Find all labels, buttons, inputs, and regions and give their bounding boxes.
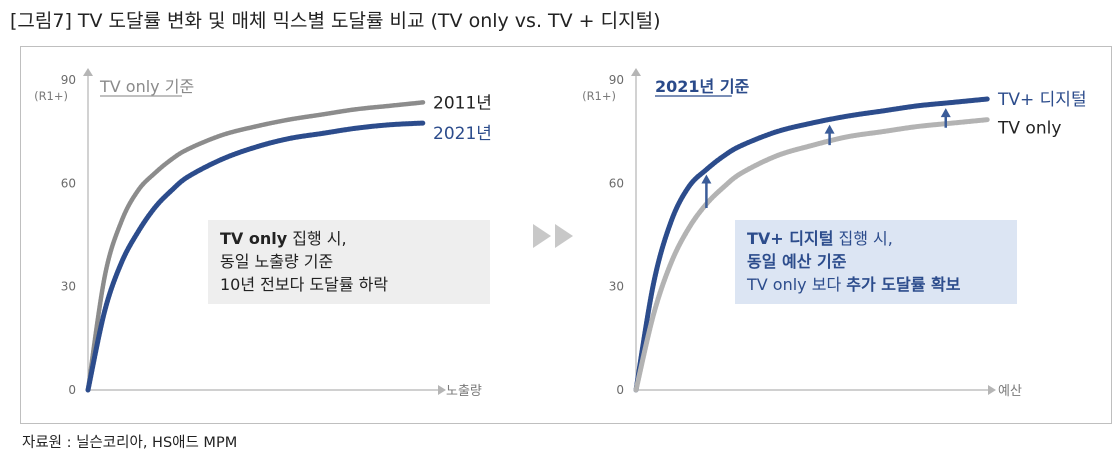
gap-arrow-head-2	[940, 108, 951, 118]
right-callout-line3-bold: 추가 도달률 확보	[846, 275, 961, 294]
left-y-tick-90: 90	[61, 73, 76, 87]
right-x-label: 예산	[998, 384, 1022, 399]
left-series-label-0: 2011년	[433, 93, 492, 113]
left-y-tick-0: 0	[68, 383, 76, 397]
left-x-label: 노출량	[446, 384, 482, 399]
left-callout-line2: 동일 노출량 기준	[220, 252, 334, 271]
right-callout-bold: TV+ 디지털	[747, 229, 834, 248]
source-note: 자료원 : 닐슨코리아, HS애드 MPM	[22, 435, 238, 451]
right-series-line-1	[633, 117, 991, 393]
left-series-label-1: 2021년	[433, 124, 492, 144]
gap-arrow-head-0	[701, 174, 712, 184]
left-y-tick-60: 60	[61, 176, 76, 190]
right-base-label: 2021년 기준	[655, 77, 750, 96]
right-y-tick-30: 30	[609, 280, 624, 294]
right-series-line-0	[633, 96, 991, 393]
right-x-axis-arrow	[988, 385, 996, 395]
left-x-axis-arrow	[438, 385, 446, 395]
right-series-label-1: TV only	[997, 119, 1061, 139]
left-callout-bold: TV only	[220, 229, 288, 248]
left-base-label: TV only 기준	[99, 77, 194, 96]
right-y-unit: (R1+)	[582, 89, 616, 103]
chart-panel	[20, 46, 1112, 424]
left-y-axis-arrow	[83, 68, 93, 76]
left-series-line-1	[85, 120, 426, 393]
gap-arrow-head-1	[824, 124, 835, 134]
left-series-line-0	[85, 100, 426, 393]
left-callout-box: TV only 집행 시, 동일 노출량 기준 10년 전보다 도달률 하락	[208, 220, 490, 304]
right-series-label-0: TV+ 디지털	[997, 90, 1087, 110]
right-callout-line1: 집행 시,	[833, 229, 893, 248]
left-y-unit: (R1+)	[34, 89, 68, 103]
right-y-axis-arrow	[631, 68, 641, 76]
left-y-tick-30: 30	[61, 280, 76, 294]
right-callout-box: TV+ 디지털 집행 시, 동일 예산 기준 TV only 보다 추가 도달률…	[735, 220, 1017, 304]
figure-title: [그림7] TV 도달률 변화 및 매체 믹스별 도달률 비교 (TV only…	[10, 10, 661, 32]
left-callout-line1: 집행 시,	[287, 229, 347, 248]
left-callout-line3: 10년 전보다 도달률 하락	[220, 275, 389, 294]
right-y-tick-60: 60	[609, 176, 624, 190]
play-icon-2	[555, 224, 573, 248]
right-callout-line2: 동일 예산 기준	[747, 252, 847, 271]
right-y-tick-90: 90	[609, 73, 624, 87]
right-callout-line3: TV only 보다	[747, 275, 847, 294]
right-y-tick-0: 0	[616, 383, 624, 397]
play-icon-1	[533, 224, 551, 248]
